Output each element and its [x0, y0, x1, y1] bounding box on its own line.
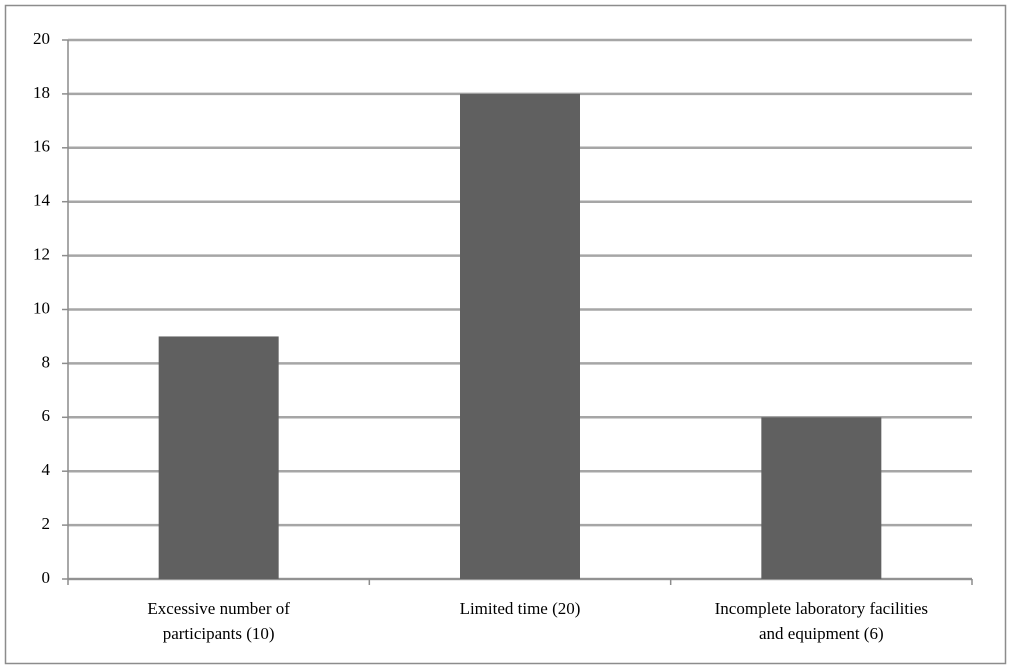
y-tick-label: 2: [42, 514, 51, 533]
x-tick-label: Limited time (20): [459, 599, 581, 618]
y-tick-label: 8: [42, 352, 51, 371]
x-tick-label: Incomplete laboratory facilities and equ…: [714, 599, 928, 643]
y-tick-label: 14: [33, 191, 51, 210]
y-tick-label: 4: [42, 460, 51, 479]
y-tick-label: 18: [33, 83, 50, 102]
y-tick-label: 10: [33, 298, 50, 317]
y-tick-label: 16: [33, 137, 50, 156]
bar: [761, 417, 882, 579]
y-tick-label: 0: [42, 568, 51, 587]
x-tick-label: Excessive number of participants (10): [147, 599, 290, 643]
chart-border: [4, 4, 1007, 665]
y-tick-label: 20: [33, 29, 50, 48]
bar: [158, 336, 279, 579]
bar: [460, 93, 580, 580]
y-tick-label: 12: [33, 245, 50, 264]
y-tick-label: 6: [42, 406, 51, 425]
